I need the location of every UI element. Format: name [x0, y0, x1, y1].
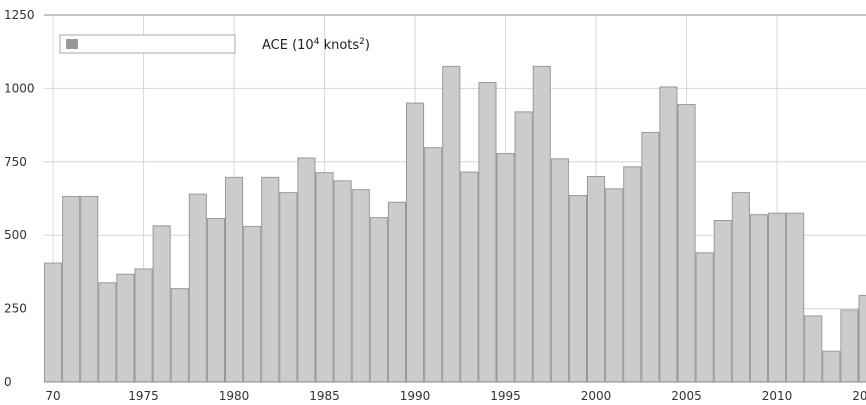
x-tick-label-2005: 2005: [671, 389, 702, 403]
x-tick-label-2010: 2010: [762, 389, 793, 403]
legend-swatch: [66, 39, 78, 49]
bar-2007: [713, 220, 732, 383]
x-tick-label-1975: 1975: [128, 389, 159, 403]
bar-1978: [188, 193, 207, 383]
bar-2009: [749, 214, 769, 383]
bar-1994: [478, 82, 497, 383]
x-tick-label-1985: 1985: [309, 389, 340, 403]
bar-2013: [822, 350, 841, 383]
bar-1992: [442, 65, 461, 383]
bar-1986: [333, 180, 352, 383]
legend-box: [59, 34, 236, 54]
bar-1991: [424, 147, 443, 383]
bar-2012: [804, 315, 823, 383]
bar-2011: [786, 212, 805, 383]
x-tick-label-1980: 1980: [219, 389, 250, 403]
bar-2000: [587, 175, 606, 383]
bar-1977: [170, 288, 189, 383]
bar-1985: [315, 172, 334, 383]
x-tick-label-1990: 1990: [400, 389, 431, 403]
bar-1970: [44, 262, 63, 383]
bar-1996: [514, 111, 533, 383]
bar-1976: [152, 225, 171, 383]
bar-1982: [261, 176, 280, 383]
bar-2002: [623, 166, 642, 383]
bar-1975: [134, 268, 153, 383]
bar-1984: [297, 157, 316, 383]
bars: [44, 65, 866, 383]
y-tick-label-750: 750: [4, 155, 27, 169]
bar-1971: [62, 195, 81, 383]
bar-1983: [279, 192, 298, 383]
bar-1998: [550, 158, 569, 383]
bar-2008: [731, 192, 750, 383]
bar-1988: [369, 217, 388, 383]
bar-1989: [387, 201, 406, 383]
x-tick-label-70: 70: [45, 389, 60, 403]
bar-1993: [460, 171, 479, 383]
bar-1972: [80, 195, 99, 383]
bar-2001: [605, 188, 624, 383]
y-tick-label-250: 250: [4, 302, 27, 316]
bar-1999: [568, 195, 588, 383]
bar-2004: [659, 86, 678, 383]
bar-2006: [695, 252, 714, 383]
y-tick-label-1000: 1000: [4, 81, 35, 95]
y-tick-label-1250: 1250: [4, 8, 35, 22]
bar-1997: [532, 65, 551, 383]
y-tick-label-0: 0: [4, 375, 12, 389]
legend-label: ACE (104 knots2): [262, 37, 370, 53]
bar-1974: [116, 273, 135, 383]
bar-1995: [496, 153, 515, 383]
bar-1979: [206, 217, 225, 383]
y-tick-label-500: 500: [4, 228, 27, 242]
legend: ACE (104 knots2): [59, 34, 370, 54]
bar-1987: [351, 189, 370, 383]
bar-2003: [641, 131, 660, 383]
x-tick-label-2000: 2000: [581, 389, 612, 403]
bar-1990: [406, 102, 425, 383]
bar-1981: [243, 225, 262, 383]
axes: 0 250 500 750 1000 1250 70 1975 1980 1985 1990 1995…: [4, 8, 866, 403]
bar-2014: [840, 309, 859, 383]
bar-1973: [98, 282, 117, 383]
bar-1980: [225, 176, 244, 383]
x-tick-label-1995: 1995: [490, 389, 521, 403]
x-tick-label-2015: 2015: [852, 389, 866, 403]
bar-2015: [858, 294, 866, 383]
bar-2005: [677, 104, 696, 383]
bar-2010: [768, 212, 787, 383]
